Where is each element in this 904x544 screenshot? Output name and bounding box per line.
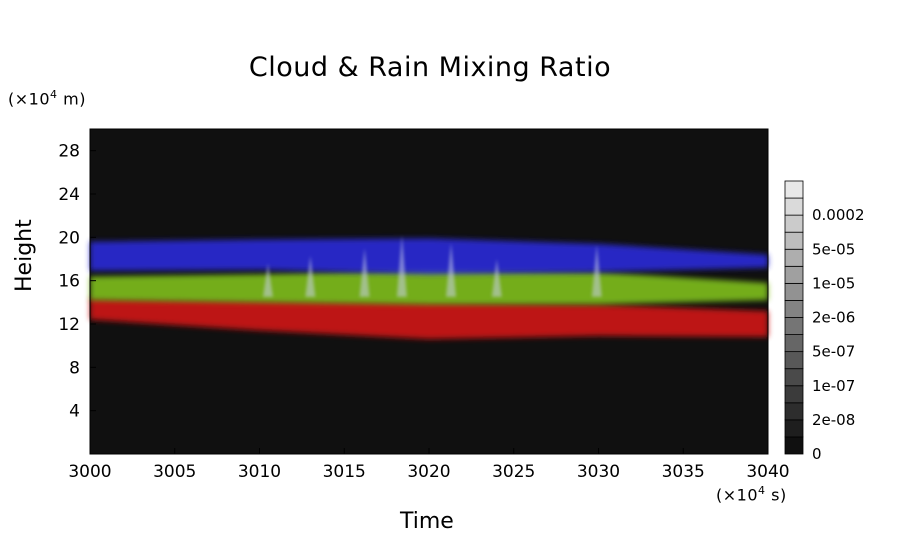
x-tick-label: 3005: [153, 462, 196, 482]
colorbar-segment: [784, 334, 804, 353]
plot-border: [89, 128, 769, 455]
colorbar-label: 2e-08: [812, 411, 855, 429]
spike-0: [396, 235, 407, 297]
colorbar-label: 5e-05: [812, 240, 855, 258]
y-tick-label: 8: [69, 358, 80, 378]
colorbar-segment: [784, 248, 804, 267]
y-unit-label: (×104 m): [8, 88, 86, 109]
colorbar-label: 1e-05: [812, 274, 855, 292]
x-unit-label: (×104 s): [716, 484, 787, 505]
colorbar-segment: [784, 419, 804, 438]
y-tick-label: 20: [58, 228, 80, 248]
x-tick-label: 3040: [746, 462, 789, 482]
colorbar-label: 0: [812, 445, 822, 463]
band-0: [90, 298, 768, 340]
spike-3: [591, 244, 602, 297]
colorbar-segment: [784, 282, 804, 301]
colorbar-label: 5e-07: [812, 343, 855, 361]
spike-5: [491, 259, 502, 297]
x-tick-label: 3015: [323, 462, 366, 482]
spike-4: [305, 255, 316, 297]
y-tick-label: 4: [69, 402, 80, 422]
colorbar-label: 2e-06: [812, 309, 855, 327]
y-tick-label: 16: [58, 272, 80, 292]
y-tick-label: 28: [58, 142, 80, 162]
spike-2: [359, 248, 370, 297]
colorbar-segment: [784, 197, 804, 216]
colorbar-segment: [784, 214, 804, 233]
colorbar-segment: [784, 300, 804, 318]
colorbar-segment: [784, 265, 804, 284]
x-tick-label: 3025: [492, 462, 535, 482]
y-tick-label: 24: [58, 185, 80, 205]
chart-title: Cloud & Rain Mixing Ratio: [248, 52, 612, 83]
x-tick-label: 3000: [68, 462, 111, 482]
x-axis-label: Time: [400, 509, 454, 534]
spike-6: [262, 263, 273, 297]
colorbar-segment: [784, 402, 804, 421]
x-tick-label: 3010: [238, 462, 281, 482]
spike-1: [446, 242, 457, 297]
colorbar-segment: [784, 368, 804, 387]
x-tick-label: 3020: [407, 462, 450, 482]
colorbar-segment: [784, 317, 804, 335]
x-tick-label: 3030: [577, 462, 620, 482]
colorbar-segment: [784, 385, 804, 404]
x-tick-label: 3035: [662, 462, 705, 482]
colorbar-segment: [784, 436, 804, 455]
colorbar-segment: [784, 180, 804, 199]
colorbar-label: 0.0002: [812, 206, 865, 224]
colorbar-label: 1e-07: [812, 377, 855, 395]
colorbar-segment: [784, 231, 804, 250]
y-tick-label: 12: [58, 315, 80, 335]
colorbar-segment: [784, 351, 804, 370]
